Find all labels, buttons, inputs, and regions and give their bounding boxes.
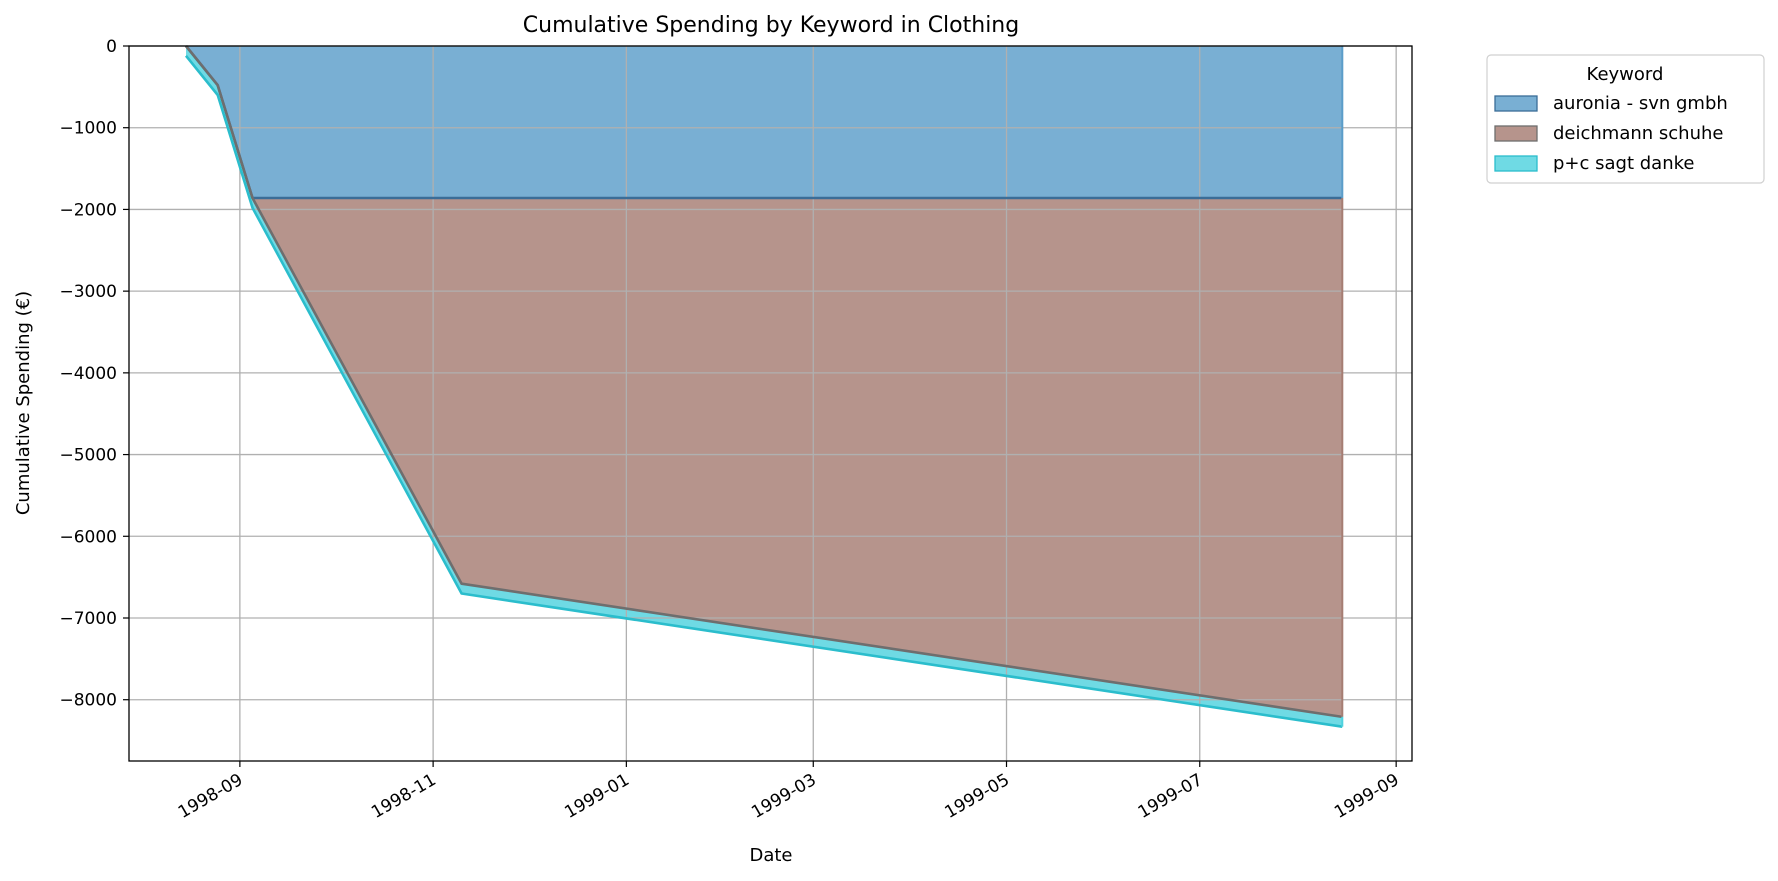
legend-items: auronia - svn gmbh deichmann schuhe p+c sa… [1494, 93, 1728, 174]
y-tick-label-8: −8000 [59, 691, 117, 711]
chart-title: Cumulative Spending by Keyword in Clothi… [523, 13, 1019, 38]
edge-series-2 [184, 54, 1343, 728]
legend-label-1: deichmann schuhe [1553, 123, 1723, 144]
legend-title: Keyword [1587, 64, 1664, 85]
y-tick-label-3: −3000 [59, 282, 117, 302]
legend-swatch-1 [1494, 125, 1538, 142]
y-tick-label-5: −5000 [59, 446, 117, 466]
y-axis-title: Cumulative Spending (€) [13, 291, 34, 515]
legend-label-2: p+c sagt danke [1553, 153, 1694, 174]
y-tick-label-6: −6000 [59, 527, 117, 547]
legend-label-0: auronia - svn gmbh [1553, 93, 1728, 114]
y-tick-label-7: −7000 [59, 609, 117, 629]
y-axis: 0 −1000 −2000 −3000 −4000 −5000 −6000 −7000 −800… [59, 37, 129, 711]
y-tick-label-1: −1000 [59, 119, 117, 139]
legend-frame [1486, 54, 1765, 184]
area-series-0 [186, 46, 1343, 198]
legend-swatch-2 [1494, 155, 1538, 172]
series-edges-layer [184, 45, 1344, 728]
areas-layer [186, 46, 1343, 727]
edge-series-1 [184, 45, 1343, 719]
legend: Keyword auronia - svn gmbh deichmann schu… [1486, 54, 1765, 184]
plot-frame [128, 45, 1413, 762]
y-tick-label-0: 0 [106, 37, 117, 57]
y-tick-label-4: −4000 [59, 364, 117, 384]
y-tick-label-2: −2000 [59, 200, 117, 220]
area-series-1 [186, 46, 1343, 717]
grid-layer [129, 45, 1412, 761]
x-axis-title: Date [749, 845, 792, 866]
legend-swatch-0 [1494, 95, 1538, 112]
